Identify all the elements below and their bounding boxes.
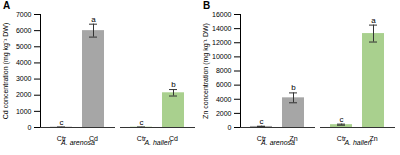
svg-text:3000: 3000 bbox=[16, 75, 32, 82]
svg-text:7000: 7000 bbox=[16, 11, 32, 18]
svg-text:2000: 2000 bbox=[16, 91, 32, 98]
svg-text:A. halleri: A. halleri bbox=[343, 139, 372, 146]
svg-text:10000: 10000 bbox=[212, 53, 232, 60]
svg-text:Zn: Zn bbox=[289, 135, 297, 142]
svg-text:14000: 14000 bbox=[212, 25, 232, 32]
svg-text:4000: 4000 bbox=[16, 59, 32, 66]
svg-text:12000: 12000 bbox=[212, 39, 232, 46]
svg-text:Ctr: Ctr bbox=[137, 135, 147, 142]
svg-text:16000: 16000 bbox=[212, 11, 232, 18]
svg-text:6000: 6000 bbox=[16, 27, 32, 34]
svg-text:A. arenosa: A. arenosa bbox=[61, 139, 95, 147]
svg-text:c: c bbox=[60, 118, 64, 127]
svg-text:Ctr: Ctr bbox=[57, 135, 67, 142]
svg-text:A. arenosa: A. arenosa bbox=[261, 139, 295, 147]
svg-text:b: b bbox=[291, 83, 296, 92]
svg-text:2000: 2000 bbox=[216, 110, 232, 117]
svg-text:4000: 4000 bbox=[216, 95, 232, 102]
svg-text:Zn concentration (mg kg⁻¹ DW): Zn concentration (mg kg⁻¹ DW) bbox=[202, 23, 210, 119]
svg-text:A. halleri: A. halleri bbox=[143, 139, 172, 146]
svg-text:8000: 8000 bbox=[216, 67, 232, 74]
svg-text:Cd concentration (mg kg⁻¹ DW): Cd concentration (mg kg⁻¹ DW) bbox=[2, 23, 10, 120]
svg-text:Zn: Zn bbox=[369, 135, 377, 142]
svg-text:0: 0 bbox=[228, 124, 232, 131]
svg-text:6000: 6000 bbox=[216, 81, 232, 88]
svg-text:1000: 1000 bbox=[16, 108, 32, 115]
svg-text:a: a bbox=[91, 15, 96, 24]
svg-text:c: c bbox=[140, 118, 144, 127]
svg-text:c: c bbox=[340, 115, 344, 124]
svg-text:Ctr: Ctr bbox=[257, 135, 267, 142]
svg-text:Ctr: Ctr bbox=[337, 135, 347, 142]
html-text:B: B bbox=[203, 0, 211, 11]
svg-text:a: a bbox=[371, 16, 376, 25]
html-text:A: A bbox=[3, 0, 11, 11]
svg-text:b: b bbox=[171, 80, 176, 89]
svg-text:Cd: Cd bbox=[89, 135, 98, 142]
svg-text:c: c bbox=[260, 117, 264, 126]
svg-text:0: 0 bbox=[28, 124, 32, 131]
svg-text:5000: 5000 bbox=[16, 43, 32, 50]
svg-text:Cd: Cd bbox=[169, 135, 178, 142]
